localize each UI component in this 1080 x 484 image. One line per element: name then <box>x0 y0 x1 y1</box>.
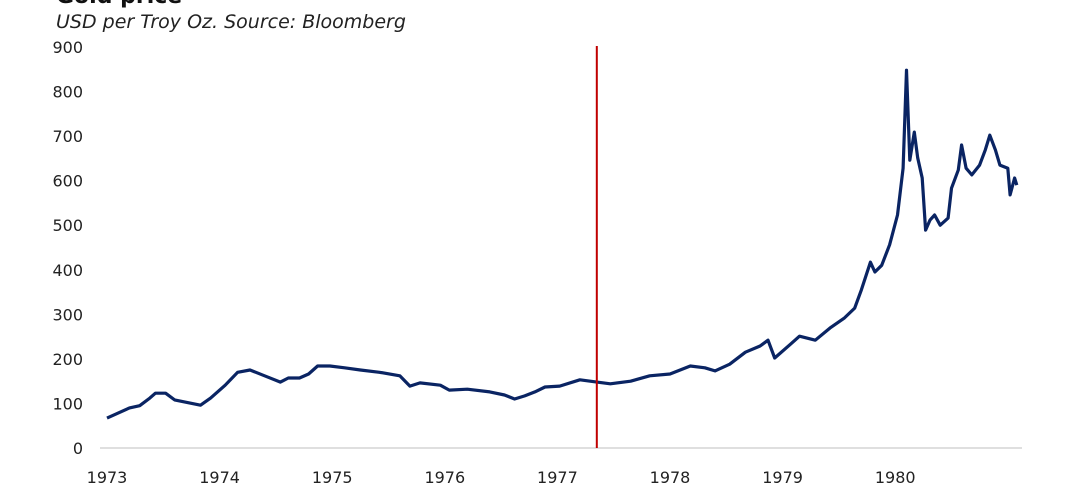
gold-price-line <box>106 68 1019 420</box>
x-tick-label: 1975 <box>312 468 353 484</box>
chart-title: Gold price <box>56 0 182 9</box>
x-tick-label: 1976 <box>424 468 465 484</box>
x-tick-label: 1978 <box>650 468 691 484</box>
x-tick-label: 1973 <box>87 468 128 484</box>
y-tick-label: 300 <box>52 305 83 324</box>
y-tick-label: 0 <box>73 439 83 458</box>
x-tick-label: 1979 <box>762 468 803 484</box>
y-tick-label: 800 <box>52 83 83 102</box>
y-tick-label: 700 <box>52 127 83 146</box>
y-tick-label: 900 <box>52 38 83 57</box>
y-tick-label: 500 <box>52 216 83 235</box>
y-tick-label: 100 <box>52 394 83 413</box>
y-tick-label: 200 <box>52 350 83 369</box>
x-tick-label: 1980 <box>875 468 916 484</box>
x-tick-label: 1977 <box>537 468 578 484</box>
y-tick-label: 400 <box>52 261 83 280</box>
y-tick-label: 600 <box>52 172 83 191</box>
x-tick-label: 1974 <box>199 468 240 484</box>
chart-subtitle: USD per Troy Oz. Source: Bloomberg <box>56 11 406 33</box>
